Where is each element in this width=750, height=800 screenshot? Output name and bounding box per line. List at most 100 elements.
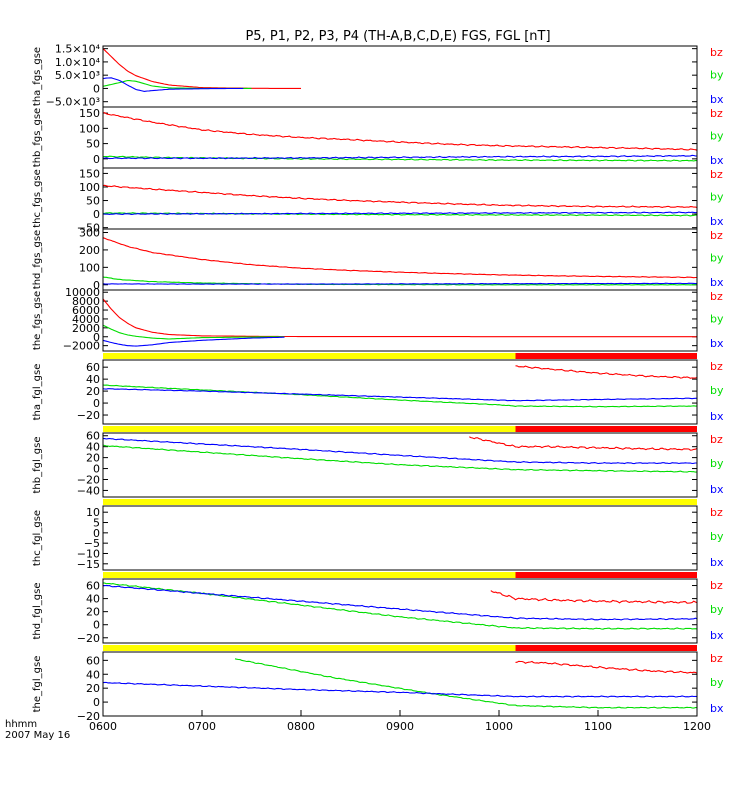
legend-by: by	[710, 191, 724, 204]
y-tick-label: 150	[79, 107, 100, 120]
legend-bz: bz	[710, 229, 723, 242]
y-tick-label: −15	[77, 558, 100, 571]
panel-frame	[102, 432, 698, 498]
legend-bz: bz	[710, 433, 723, 446]
x-tick-label: 0600	[89, 720, 117, 733]
series-by	[102, 582, 698, 630]
panel-thd_fgs_gse: thd_fgs_gse 300 200 100 0 bz by bx	[32, 226, 724, 291]
y-tick-label: 4000	[72, 313, 100, 326]
y-tick-label: −2000	[63, 340, 100, 353]
mode-bar-yellow	[103, 353, 516, 359]
y-tick-label: 100	[79, 261, 100, 274]
y-tick-label: 60	[86, 430, 100, 443]
y-tick-label: −50	[77, 222, 100, 235]
y-tick-label: 20	[86, 452, 100, 465]
y-tick-label: −20	[77, 710, 100, 723]
legend-bz: bz	[710, 46, 723, 59]
legend-by: by	[710, 603, 724, 616]
y-tick-label: 0	[93, 696, 100, 709]
y-tick-label: 0	[93, 208, 100, 221]
series-by	[102, 155, 698, 162]
panel-tha_fgs_gse: tha_fgs_gse 1.5×10⁴1.0×10⁴5.0×10³0−5.0×10…	[32, 43, 724, 109]
series-by	[102, 384, 697, 408]
mode-bar-red	[515, 572, 697, 578]
x-tick-label: 0700	[188, 720, 216, 733]
x-axis-label-hhmm: hhmm	[5, 719, 37, 730]
y-tick-label: 0	[93, 279, 100, 292]
mode-bar-yellow	[103, 499, 697, 505]
legend-bx: bx	[710, 483, 724, 496]
legend-by: by	[710, 252, 724, 265]
y-tick-label: 40	[86, 441, 100, 454]
series-bz	[102, 48, 301, 89]
y-tick-label: 0	[93, 619, 100, 632]
y-tick-label: −5	[84, 537, 100, 550]
legend-bx: bx	[710, 276, 724, 289]
legend-bz: bz	[710, 652, 723, 665]
y-tick-label: 0	[93, 463, 100, 476]
series-bx	[102, 681, 698, 698]
legend-bx: bx	[710, 410, 724, 423]
series-bz	[102, 298, 697, 338]
y-axis-label: the_fgl_gse	[32, 656, 43, 713]
panel-frame	[102, 359, 698, 425]
legend-by: by	[710, 69, 724, 82]
legend-bz: bz	[710, 107, 723, 120]
legend-bx: bx	[710, 337, 724, 350]
panel-frame	[102, 578, 698, 644]
y-tick-label: 150	[79, 167, 100, 180]
series-bx	[102, 154, 698, 160]
series-bx	[102, 77, 244, 92]
legend-by: by	[710, 130, 724, 143]
y-axis-label: tha_fgs_gse	[32, 47, 43, 106]
x-tick-label: 0900	[386, 720, 414, 733]
series-by	[102, 324, 285, 340]
legend-by: by	[710, 457, 724, 470]
panel-thb_fgs_gse: thb_fgs_gse 150 100 50 0 bz by bx	[32, 106, 724, 169]
y-tick-label: 60	[86, 580, 100, 593]
series-bz	[102, 184, 698, 209]
mode-bar-red	[515, 353, 697, 359]
y-tick-label: 200	[79, 244, 100, 257]
panel-frame	[102, 651, 698, 717]
y-tick-label: 0	[93, 527, 100, 540]
y-tick-label: 10	[86, 506, 100, 519]
series-bz	[490, 590, 698, 604]
series-by	[102, 212, 697, 217]
y-tick-label: 0	[93, 82, 100, 95]
y-axis-label: thd_fgs_gse	[32, 230, 43, 289]
series-bz	[469, 436, 698, 451]
y-tick-label: 20	[86, 606, 100, 619]
series-bz	[102, 237, 697, 279]
x-tick-label: 0800	[287, 720, 315, 733]
y-tick-label: 50	[86, 195, 100, 208]
y-axis-label: thc_fgl_gse	[32, 510, 43, 566]
y-axis-label: thc_fgs_gse	[32, 169, 43, 228]
legend-by: by	[710, 530, 724, 543]
legend-bx: bx	[710, 702, 724, 715]
series-bx	[102, 282, 698, 285]
series-bx	[102, 336, 285, 347]
y-axis-label: thd_fgl_gse	[32, 583, 43, 640]
legend-bx: bx	[710, 556, 724, 569]
legend-bx: bx	[710, 93, 724, 106]
y-tick-label: 40	[86, 593, 100, 606]
y-tick-label: 0	[93, 331, 100, 344]
y-tick-label: 60	[86, 654, 100, 667]
y-tick-label: 100	[79, 181, 100, 194]
y-tick-label: −40	[77, 484, 100, 497]
mode-bar-yellow	[103, 572, 516, 578]
legend-by: by	[710, 384, 724, 397]
series-bx	[102, 211, 698, 215]
y-tick-label: 300	[79, 226, 100, 239]
y-tick-label: 0	[93, 153, 100, 166]
y-tick-label: 60	[86, 361, 100, 374]
panels-group: tha_fgs_gse 1.5×10⁴1.0×10⁴5.0×10³0−5.0×10…	[32, 43, 724, 723]
y-axis-label: thb_fgs_gse	[32, 108, 43, 167]
x-tick-label: 1000	[485, 720, 513, 733]
